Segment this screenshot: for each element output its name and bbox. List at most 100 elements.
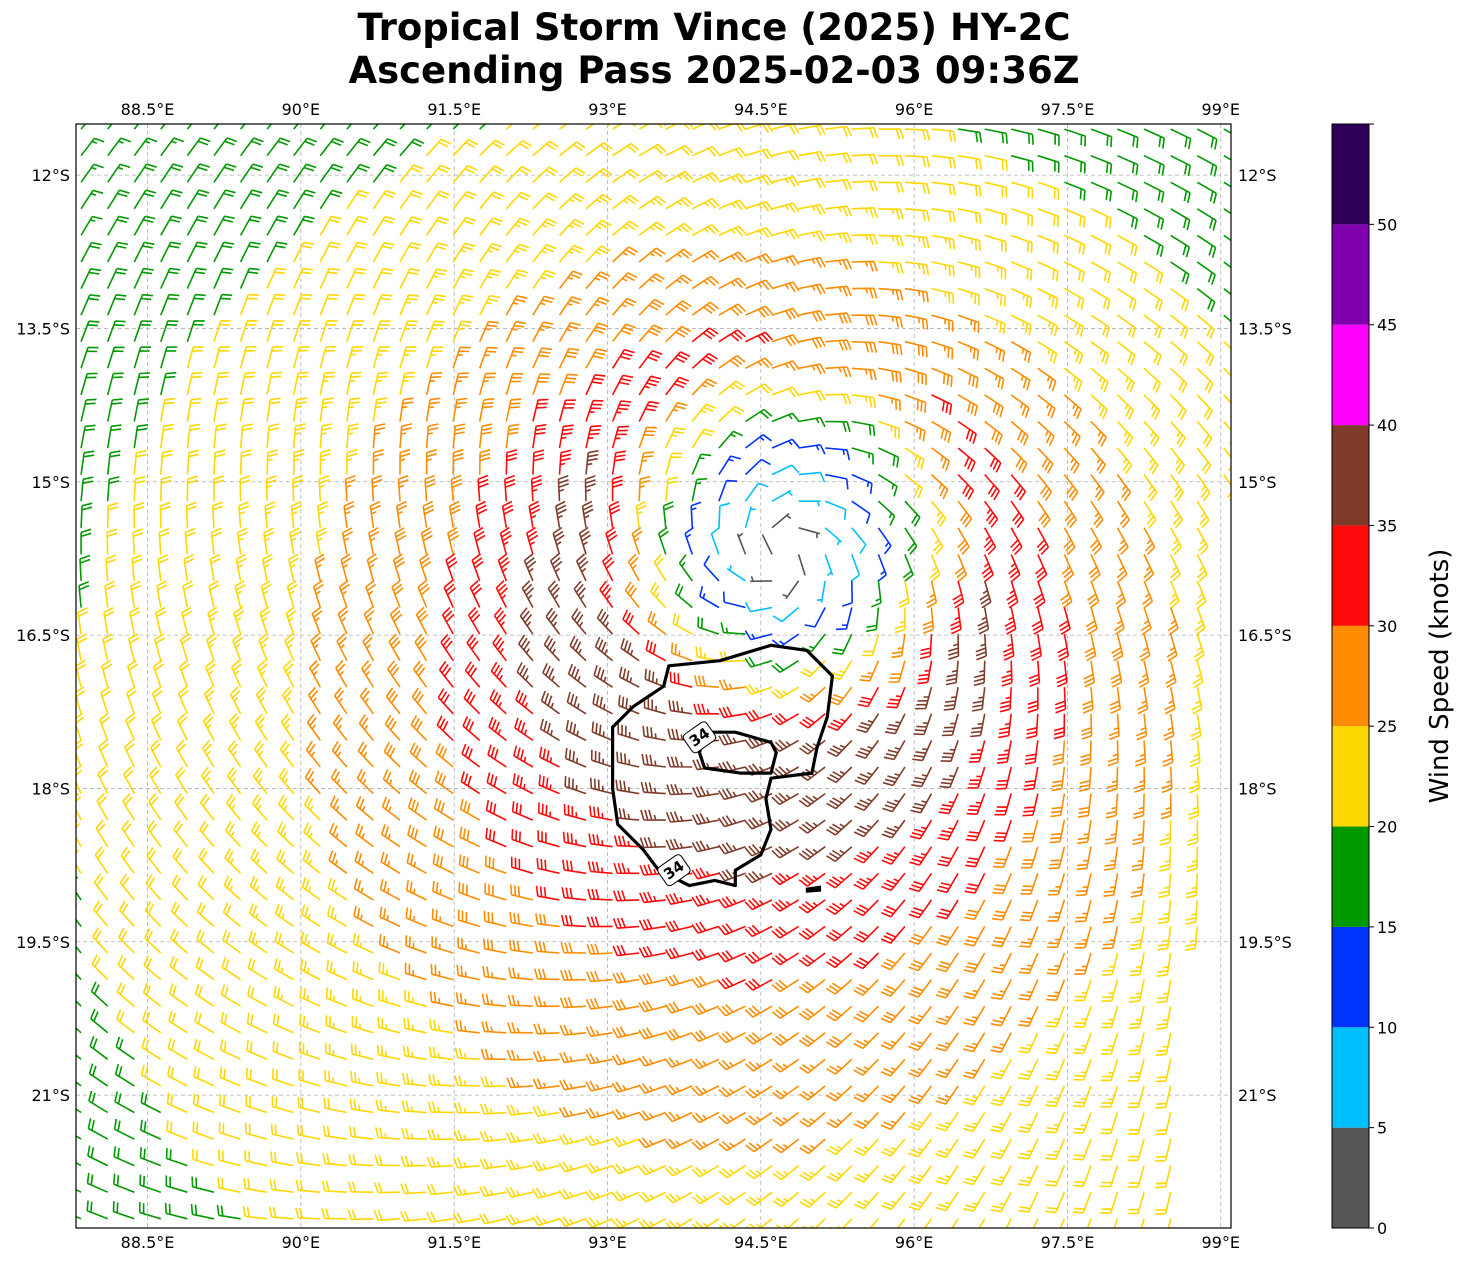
wind-barb xyxy=(984,181,1008,198)
wind-barb xyxy=(385,687,401,715)
wind-barb xyxy=(1056,660,1068,688)
wind-barb xyxy=(534,940,560,954)
wind-barb xyxy=(585,449,599,475)
wind-barb xyxy=(691,428,715,449)
wind-barb xyxy=(160,346,178,369)
wind-barb xyxy=(319,397,334,422)
wind-barb xyxy=(825,152,852,164)
wind-barb xyxy=(445,553,458,582)
wind-barb xyxy=(479,1185,507,1197)
wind-barb xyxy=(771,846,800,859)
wind-barb xyxy=(532,140,559,157)
wind-barb xyxy=(76,633,88,661)
wind-barb xyxy=(260,580,272,608)
wind-barb xyxy=(333,686,348,715)
wind-barb xyxy=(930,500,947,528)
wind-barb xyxy=(718,733,746,746)
wind-barb xyxy=(691,477,708,502)
wind-barb xyxy=(855,739,880,759)
wind-barb xyxy=(558,399,576,422)
wind-barb xyxy=(642,725,666,742)
wind-barb xyxy=(691,867,720,880)
wind-barb xyxy=(1223,367,1231,390)
wind-barb xyxy=(1161,766,1173,794)
wind-barb xyxy=(80,320,100,342)
wind-barb xyxy=(772,1085,800,1100)
wind-barb xyxy=(266,189,290,210)
wind-barb xyxy=(532,1132,560,1145)
wind-barb xyxy=(798,150,826,163)
contour-34kt-outer xyxy=(611,643,834,888)
colorbar-bin xyxy=(1332,324,1369,426)
wind-barb xyxy=(612,194,639,210)
wind-barb xyxy=(304,767,321,795)
wind-barb xyxy=(880,1058,906,1077)
wind-barb xyxy=(326,959,348,981)
wind-barb xyxy=(346,346,364,369)
wind-barb xyxy=(1155,1059,1172,1083)
wind-barb xyxy=(239,345,257,369)
wind-barb xyxy=(1037,234,1059,255)
wind-barb xyxy=(605,526,618,555)
wind-barb xyxy=(346,215,369,236)
wind-barb xyxy=(106,346,125,369)
lon-tick-label-bottom: 91.5°E xyxy=(427,1233,481,1252)
wind-barb xyxy=(438,660,454,688)
wind-barb xyxy=(330,768,348,795)
wind-barb xyxy=(1116,447,1133,475)
wind-barb xyxy=(990,1191,1012,1213)
wind-barb xyxy=(319,449,331,475)
wind-barb xyxy=(319,163,344,183)
wind-barb xyxy=(76,1188,82,1193)
wind-barb xyxy=(292,423,306,449)
wind-barb xyxy=(1116,420,1134,448)
wind-barb xyxy=(984,234,1007,253)
wind-barb xyxy=(657,526,669,555)
wind-barb xyxy=(585,1080,613,1092)
wind-barb xyxy=(372,215,396,236)
wind-barb xyxy=(247,985,268,1007)
wind-barb xyxy=(141,1037,162,1060)
wind-barb xyxy=(1083,660,1095,688)
wind-barb xyxy=(1223,287,1231,296)
wind-barb xyxy=(371,474,383,502)
wind-barb xyxy=(478,346,498,369)
wind-barb xyxy=(558,1161,587,1173)
wind-barb xyxy=(744,951,773,965)
wind-barb xyxy=(1116,474,1132,502)
wind-barb xyxy=(826,766,853,784)
wind-barb xyxy=(478,423,493,449)
wind-barb xyxy=(80,346,99,369)
wind-barb xyxy=(106,450,121,475)
wind-barb xyxy=(1061,554,1075,582)
wind-barb xyxy=(285,606,297,635)
wind-barb xyxy=(931,394,953,415)
wind-barb xyxy=(936,872,959,894)
wind-barb xyxy=(1188,793,1200,820)
wind-barb xyxy=(798,256,826,268)
wind-barb xyxy=(638,1055,667,1067)
wind-barb xyxy=(1196,208,1217,231)
wind-barb xyxy=(479,191,504,210)
wind-barb xyxy=(991,899,1012,921)
wind-barb xyxy=(585,142,613,157)
wind-barb xyxy=(835,607,853,631)
wind-barb xyxy=(957,420,977,445)
wind-barb xyxy=(971,687,986,712)
colorbar-tick-label: 5 xyxy=(1377,1119,1387,1138)
wind-barb xyxy=(1117,234,1138,257)
wind-barb xyxy=(665,838,693,851)
wind-barb xyxy=(1167,1218,1172,1228)
wind-barb xyxy=(221,957,242,981)
wind-barb xyxy=(1090,208,1112,229)
wind-barb xyxy=(532,295,555,316)
wind-barb xyxy=(239,189,263,210)
wind-barb xyxy=(80,268,102,289)
wind-barb xyxy=(931,154,956,169)
wind-barb xyxy=(405,935,427,954)
wind-barb xyxy=(292,345,310,369)
wind-barb xyxy=(1090,234,1112,256)
wind-barb xyxy=(957,500,973,528)
wind-barb xyxy=(1127,1085,1145,1109)
